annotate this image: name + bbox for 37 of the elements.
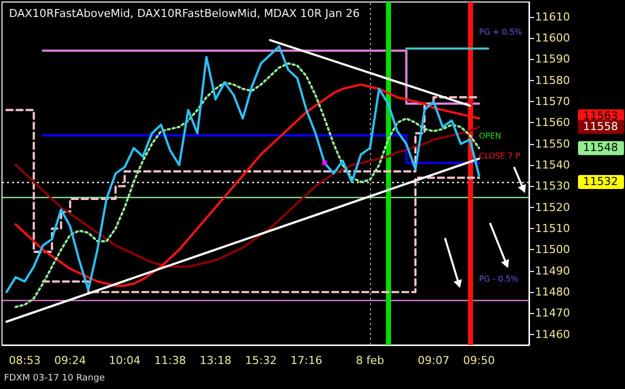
- text: 11563: [583, 109, 618, 122]
- y-tick-label: 11600: [535, 31, 570, 44]
- annotation: PG + 0.5%: [479, 28, 523, 36]
- x-tick-label: 13:18: [200, 354, 232, 367]
- y-tick-label: 11530: [535, 180, 570, 193]
- annotation: PG - 0.5%: [479, 274, 519, 284]
- text: 11548: [583, 141, 618, 154]
- y-tick-label: 11490: [535, 264, 570, 278]
- line-series: [14, 126, 480, 268]
- y-tick-label: 11500: [535, 243, 570, 256]
- x-tick-label: 8 feb: [356, 354, 384, 367]
- text: DAX10RFastAboveMid, DAX10RFastBelowMid, MDAX 10R Jan 26: [9, 7, 360, 20]
- x-tick-label: 09:24: [54, 354, 86, 367]
- y-tick-label: 11460: [535, 328, 570, 341]
- y-tick-label: 11580: [535, 74, 570, 87]
- y-tick-label: 11610: [535, 10, 570, 24]
- x-tick-label: 11:38: [154, 354, 186, 367]
- text: 11558: [583, 120, 618, 133]
- y-tick-label: 11570: [535, 95, 570, 108]
- x-tick-label: 17:16: [290, 354, 322, 367]
- x-tick-label: 15:32: [245, 354, 277, 367]
- y-tick-label: 11550: [535, 137, 570, 150]
- y-tick-label: 11590: [535, 52, 570, 66]
- x-tick-label: 09:07: [418, 354, 450, 367]
- y-tick-label: 11520: [535, 200, 570, 214]
- text: 11532: [583, 174, 618, 188]
- text: FDXM 03-17 10 Range: [4, 374, 106, 384]
- x-tick-label: 09:50: [463, 354, 495, 367]
- y-tick-label: 11540: [535, 158, 570, 172]
- y-tick-label: 11510: [535, 222, 570, 236]
- y-tick-label: 11480: [535, 286, 570, 299]
- y-tick-label: 11470: [535, 306, 570, 320]
- annotation: CLOSE 7 P: [479, 152, 520, 160]
- y-tick-label: 11560: [535, 116, 570, 130]
- x-tick-label: 08:53: [8, 354, 41, 367]
- x-tick-label: 10:04: [108, 354, 141, 367]
- annotation: OPEN: [479, 132, 502, 140]
